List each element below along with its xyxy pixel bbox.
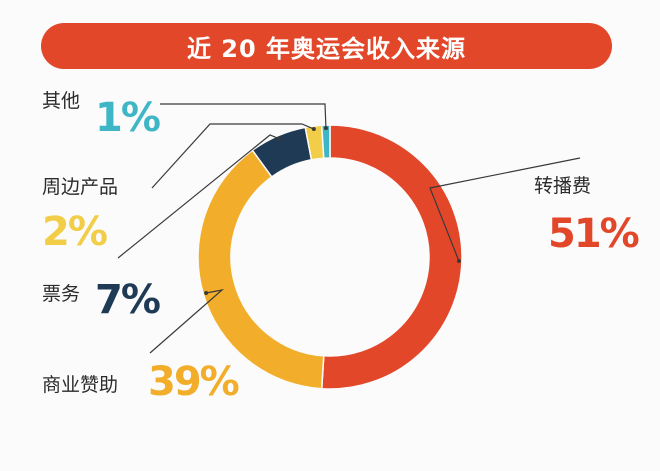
chart-title: 近 20 年奥运会收入来源 [186, 34, 467, 63]
leader-dot-merchandise [311, 127, 316, 132]
category-label-broadcast: 转播费 [534, 175, 591, 197]
slice-sponsorship [197, 149, 325, 390]
leader-dot-broadcast [456, 259, 461, 264]
value-label-broadcast: 51% [548, 211, 639, 257]
leader-line-merchandise [151, 123, 315, 189]
value-label-merchandise: 2% [42, 209, 107, 255]
category-label-ticketing: 票务 [42, 283, 80, 305]
leader-line-broadcast [429, 157, 581, 262]
leader-dot-sponsorship [204, 290, 209, 295]
slice-broadcast [320, 124, 463, 390]
leader-dot-ticketing [276, 136, 281, 141]
leader-line-other [160, 103, 327, 129]
category-label-other: 其他 [42, 90, 80, 112]
slice-other [320, 124, 331, 159]
leader-line-ticketing [117, 134, 279, 259]
value-label-sponsorship: 39% [148, 359, 239, 405]
leader-line-sponsorship [149, 289, 225, 354]
value-label-other: 1% [95, 95, 160, 141]
category-label-sponsorship: 商业赞助 [42, 374, 118, 396]
leader-dot-other [323, 126, 328, 131]
category-label-merchandise: 周边产品 [42, 176, 118, 198]
title-banner: 近 20 年奥运会收入来源 [41, 23, 612, 69]
value-label-ticketing: 7% [95, 277, 160, 323]
